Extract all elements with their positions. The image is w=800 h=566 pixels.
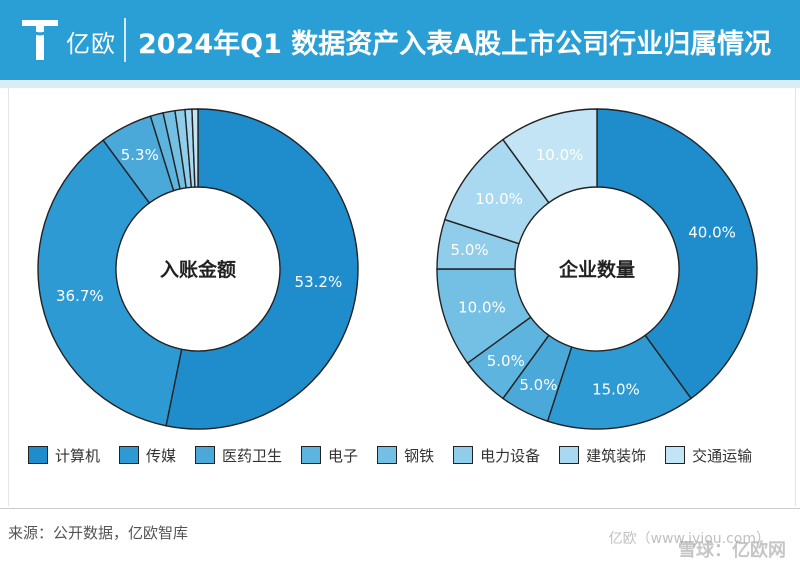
watermark-text: 亿欧（www.iyiou.com） <box>608 531 770 547</box>
data-label-1-2: 36.7% <box>56 287 104 305</box>
legend-swatch-4 <box>301 446 322 464</box>
legend-item-7: 建筑装饰 <box>559 445 646 466</box>
legend-swatch-6 <box>453 446 474 464</box>
legend-label-4: 电子 <box>328 446 359 465</box>
brand-name: 亿欧 <box>66 30 116 58</box>
legend-item-8: 交通运输 <box>665 445 752 466</box>
slice-1-2 <box>37 139 183 427</box>
slice-1-1 <box>165 108 359 430</box>
legend-swatch-7 <box>559 446 580 464</box>
slice-2-8 <box>501 108 598 204</box>
legend-item-4: 电子 <box>301 445 358 466</box>
source-text: 来源：公开数据，亿欧智库 <box>8 524 189 542</box>
header: 亿欧 2024年Q1 数据资产入表A股上市公司行业归属情况 <box>0 0 800 80</box>
data-label-2-2: 15.0% <box>592 381 640 399</box>
data-label-2-4: 5.0% <box>487 352 525 370</box>
legend-label-8: 交通运输 <box>692 446 753 465</box>
legend-swatch-3 <box>195 446 216 464</box>
charts-canvas: 53.2% 36.7% 5.3% 入账金额 40.0% 15.0% 5.0% 5.0% 10.0… <box>37 108 758 430</box>
data-label-2-5: 10.0% <box>458 298 506 316</box>
legend-label-1: 计算机 <box>55 446 101 465</box>
data-label-2-7: 10.0% <box>475 190 523 208</box>
donut-hole-1 <box>117 188 279 350</box>
legend-label-5: 钢铁 <box>404 446 435 465</box>
legend: 计算机 传媒 医药卫生 电子 钢铁 电力设备 建筑装饰 交通运输 <box>28 441 788 469</box>
slice-2-1 <box>596 108 758 400</box>
legend-item-2: 传媒 <box>119 445 176 466</box>
data-label-1-1: 53.2% <box>295 273 343 291</box>
legend-swatch-1 <box>28 446 48 464</box>
data-label-2-1: 40.0% <box>688 224 736 242</box>
legend-label-3: 医药卫生 <box>222 446 283 465</box>
donut-chart-1: 53.2% 36.7% 5.3% 入账金额 <box>37 108 359 430</box>
data-label-2-8: 10.0% <box>536 146 584 164</box>
legend-item-5: 钢铁 <box>377 445 434 466</box>
footer-divider <box>0 508 800 509</box>
legend-item-3: 医药卫生 <box>195 445 282 466</box>
data-label-2-3: 5.0% <box>519 376 557 394</box>
donut-chart-2: 40.0% 15.0% 5.0% 5.0% 10.0% 5.0% 10.0% 10.0% 企业数… <box>436 108 758 430</box>
slice-1-8 <box>191 108 199 188</box>
yiou-logo-icon <box>22 20 58 60</box>
donut-hole-2 <box>516 188 678 350</box>
center-label-1: 入账金额 <box>160 258 236 281</box>
header-divider <box>124 18 126 62</box>
legend-swatch-2 <box>119 446 140 464</box>
watermark-logo: 雪球：亿欧网 <box>678 540 786 561</box>
legend-label-2: 传媒 <box>146 446 177 465</box>
legend-swatch-5 <box>377 446 398 464</box>
legend-label-7: 建筑装饰 <box>586 446 647 465</box>
data-label-2-6: 5.0% <box>451 241 489 259</box>
header-band <box>0 80 800 88</box>
data-label-1-3: 5.3% <box>121 146 159 164</box>
page-title: 2024年Q1 数据资产入表A股上市公司行业归属情况 <box>138 29 772 60</box>
center-label-2: 企业数量 <box>558 258 635 281</box>
legend-item-6: 电力设备 <box>453 445 540 466</box>
legend-item-1: 计算机 <box>28 445 100 466</box>
legend-swatch-8 <box>665 446 686 464</box>
legend-label-6: 电力设备 <box>480 446 541 465</box>
